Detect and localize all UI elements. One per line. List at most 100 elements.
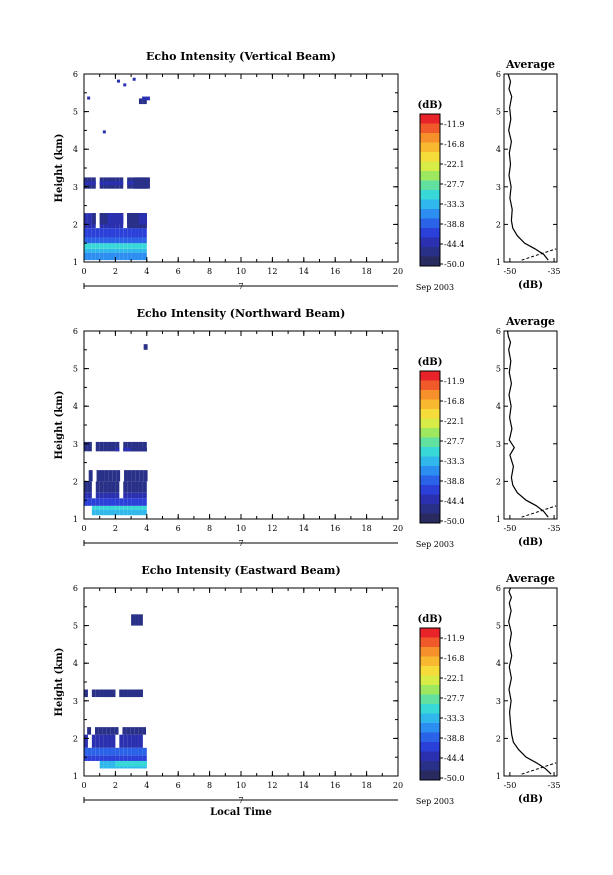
heatmap-cell <box>127 760 132 767</box>
heatmap-cell <box>99 498 104 506</box>
heatmap-cell <box>84 248 88 253</box>
heatmap-cell <box>95 747 100 756</box>
colorbar-swatch <box>420 190 440 200</box>
heatmap-cell <box>127 470 132 482</box>
heatmap-cell <box>123 492 128 499</box>
colorbar-frame <box>419 370 441 524</box>
heatmap-cell <box>99 689 104 698</box>
heatmap-cell <box>91 509 96 516</box>
heatmap-cell <box>103 237 108 244</box>
colorbar-swatch <box>420 694 440 705</box>
heatmap-cell <box>131 498 136 506</box>
heatmap-cell <box>99 213 104 225</box>
colorbar-swatch <box>420 152 440 162</box>
colorbar-swatch <box>420 371 440 381</box>
average-frame <box>503 73 558 263</box>
heatmap-cell <box>87 228 92 238</box>
heatmap-cell <box>84 492 88 499</box>
colorbar-swatch <box>420 161 440 172</box>
heatmap-cell <box>115 505 120 510</box>
y-tick-label: 3 <box>73 697 78 706</box>
heatmap-cell <box>111 747 116 756</box>
heatmap-cell <box>138 441 143 452</box>
heatmap-cell <box>127 441 132 452</box>
average-y-tick-label: 3 <box>496 697 501 706</box>
y-tick-label: 6 <box>73 327 78 336</box>
heatmap-cell <box>123 441 128 452</box>
heatmap-cell <box>138 98 143 105</box>
x-tick-label: 12 <box>267 781 277 790</box>
colorbar-frame <box>419 113 441 267</box>
y-tick-label: 4 <box>73 659 78 668</box>
heatmap-cell <box>95 441 100 452</box>
heatmap-cell <box>122 727 127 735</box>
heatmap-cell <box>99 492 104 499</box>
colorbar-swatch <box>420 751 440 762</box>
heatmap-cell <box>103 747 108 756</box>
heatmap-cell <box>87 237 92 244</box>
x-tick-label: 20 <box>393 781 403 790</box>
heatmap-cell <box>119 213 124 225</box>
heatmap-cell <box>95 237 100 244</box>
heatmap-cell <box>135 492 139 499</box>
colorbar-swatch <box>420 133 440 143</box>
heatmap-cell <box>111 252 116 261</box>
average-y-tick-label: 3 <box>496 440 501 449</box>
heatmap-cell <box>146 177 150 189</box>
heatmap-cell <box>138 505 143 510</box>
y-tick-label: 5 <box>73 622 78 631</box>
x-tick-label: 2 <box>113 267 118 276</box>
heatmap-cell <box>106 727 111 735</box>
heatmap-cell <box>131 243 136 249</box>
heatmap-cell <box>135 734 139 748</box>
heatmap-cell <box>103 181 108 185</box>
heatmap-cell <box>99 228 104 238</box>
colorbar-swatch <box>420 209 440 219</box>
heatmap-cell <box>135 248 139 253</box>
y-tick-label: 6 <box>73 70 78 79</box>
heatmap-cell <box>131 614 136 626</box>
heatmap-cell <box>135 689 139 698</box>
x-tick-label: 2 <box>113 524 118 533</box>
heatmap-cell <box>138 177 143 189</box>
colorbar-tick-label: -22.1 <box>444 417 465 426</box>
heatmap-cell <box>107 213 112 225</box>
average-frame <box>503 587 558 777</box>
heatmap-cell <box>135 747 139 756</box>
heatmap-cell <box>107 747 112 756</box>
average-noise-line <box>521 505 557 518</box>
heatmap-cell <box>94 727 99 735</box>
average-frame <box>503 330 558 520</box>
heatmap-cell <box>111 181 116 185</box>
heatmap-cell <box>87 755 92 761</box>
heatmap-cell <box>127 213 132 229</box>
colorbar-swatch <box>420 171 440 181</box>
heatmap-cell <box>135 498 139 506</box>
colorbar-tick-label: -33.3 <box>444 457 465 466</box>
heatmap-cell <box>84 237 88 244</box>
colorbar-swatch <box>420 475 440 486</box>
colorbar-swatch <box>420 713 440 724</box>
colorbar-swatch <box>420 761 440 771</box>
y-tick-label: 1 <box>73 515 78 524</box>
heatmap-cell <box>115 481 120 493</box>
x-tick-label: 12 <box>267 267 277 276</box>
heatmap-cell <box>84 689 88 698</box>
colorbar-swatch <box>420 418 440 429</box>
x-tick-label: 10 <box>236 781 246 790</box>
heatmap-cell <box>127 228 132 238</box>
heatmap-cell <box>112 470 117 482</box>
heatmap-cell <box>84 498 88 506</box>
y-tick-label: 2 <box>73 220 78 229</box>
heatmap-cell <box>139 470 144 482</box>
heatmap-cell <box>103 441 108 452</box>
colorbar-swatch <box>420 647 440 657</box>
x-tick-label: 16 <box>330 524 340 533</box>
heatmap-cell <box>111 755 116 761</box>
heatmap-cell <box>127 252 132 261</box>
heatmap-cell <box>135 505 139 510</box>
heatmap-cell <box>135 252 139 261</box>
heatmap-cell <box>127 243 132 249</box>
heatmap-cell <box>119 498 124 506</box>
